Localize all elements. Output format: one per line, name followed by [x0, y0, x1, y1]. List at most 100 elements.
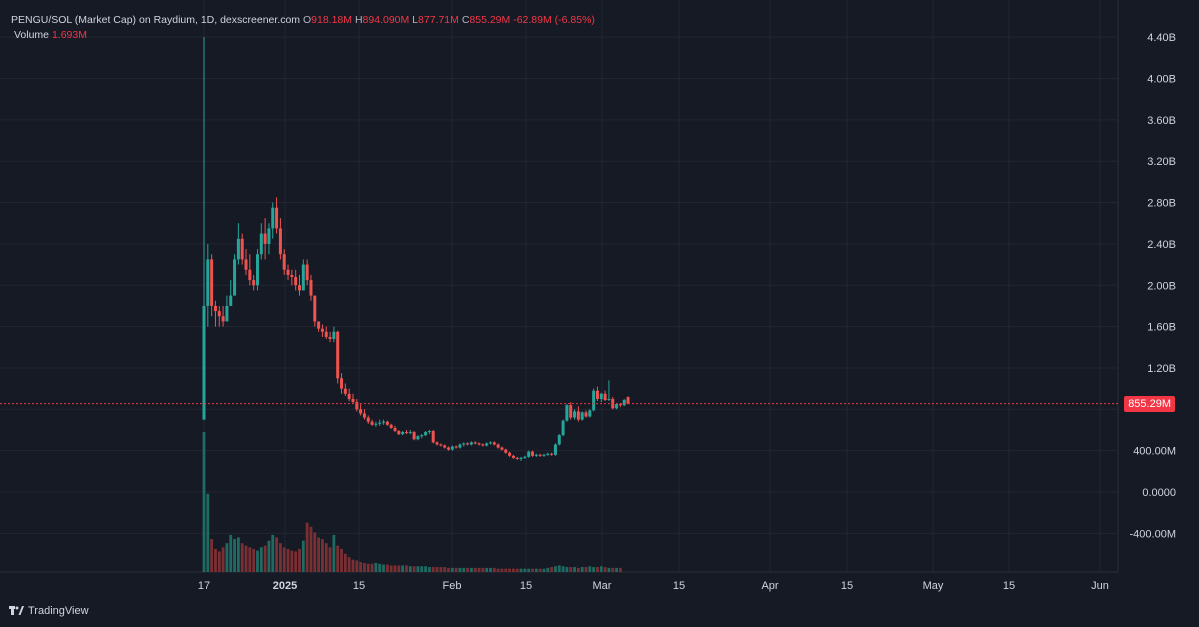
- candle-body: [221, 316, 225, 322]
- volume-bar: [492, 567, 496, 572]
- volume-label: Volume: [14, 29, 50, 41]
- volume-bar: [443, 567, 447, 572]
- volume-bar: [481, 567, 485, 572]
- volume-bar: [515, 568, 519, 572]
- volume-bar: [256, 550, 259, 572]
- candle-body: [557, 435, 561, 445]
- volume-value: 1.693M: [51, 29, 87, 41]
- x-tick-label: 17: [198, 580, 210, 592]
- candle-body: [351, 398, 355, 403]
- candle-body: [290, 274, 294, 277]
- candle-body: [370, 421, 374, 425]
- volume-bar: [332, 534, 336, 572]
- candle-body: [427, 431, 431, 433]
- volume-bar: [374, 562, 378, 572]
- volume-bar: [401, 565, 405, 572]
- candle-body: [580, 412, 584, 420]
- volume-bar: [206, 493, 210, 572]
- tradingview-icon: [9, 606, 24, 615]
- candle-body: [477, 443, 481, 445]
- candle-body: [439, 444, 443, 446]
- candle-body: [313, 295, 317, 322]
- volume-bar: [259, 547, 263, 572]
- volume-bar: [343, 553, 347, 572]
- volume-bar: [477, 567, 481, 572]
- volume-bar: [389, 565, 393, 572]
- volume-bar: [405, 565, 408, 572]
- candle-body: [298, 285, 301, 291]
- grid-lines: [0, 0, 1119, 573]
- candle-body: [332, 331, 336, 340]
- candle-body: [217, 311, 221, 317]
- volume-bar: [592, 567, 596, 572]
- candle-body: [607, 398, 611, 400]
- volume-bar: [584, 567, 588, 572]
- volume-bar: [485, 567, 489, 572]
- volume-bar: [561, 566, 565, 572]
- volume-bar: [240, 543, 244, 572]
- volume-bar: [527, 568, 531, 572]
- candle-body: [542, 454, 546, 456]
- candle-body: [389, 424, 393, 428]
- y-tick-label: 1.20B: [1147, 363, 1176, 375]
- candle-body: [462, 443, 466, 445]
- change-value: -62.89M (-6.85%): [513, 14, 595, 26]
- volume-bar: [550, 567, 554, 572]
- volume-bar: [504, 568, 508, 572]
- candle-body: [454, 446, 458, 448]
- candle-body: [420, 435, 424, 437]
- volume-bar: [271, 534, 275, 572]
- candle-body: [401, 432, 405, 435]
- candle-body: [573, 411, 577, 418]
- volume-bar: [458, 567, 462, 572]
- candle-body: [236, 238, 240, 260]
- volume-bar: [248, 547, 252, 572]
- candle-body: [531, 451, 535, 456]
- tradingview-logo[interactable]: TradingView: [9, 605, 89, 617]
- x-tick-label: 15: [1003, 580, 1015, 592]
- candle-body: [534, 454, 538, 456]
- volume-bar: [538, 568, 542, 572]
- candle-body: [424, 432, 428, 436]
- price-axis[interactable]: 4.40B 4.00B 3.60B 3.20B 2.80B 2.40B 2.00B 1.60B…: [1130, 32, 1176, 540]
- candle-body: [450, 446, 454, 450]
- volume-bar: [554, 566, 557, 572]
- candle-body: [362, 413, 366, 418]
- volume-bar: [217, 551, 221, 572]
- volume-bar: [615, 567, 618, 572]
- symbol-title: PENGU/SOL (Market Cap) on Raydium, 1D, d…: [11, 14, 301, 26]
- volume-bar: [599, 566, 603, 572]
- candle-body: [343, 388, 347, 394]
- candle-body: [324, 331, 328, 337]
- volume-legend: Volume 1.693M: [14, 29, 87, 41]
- volume-bar: [294, 551, 298, 572]
- y-tick-label: 1.60B: [1147, 322, 1176, 334]
- candle-body: [286, 269, 290, 275]
- y-tick-label: 3.60B: [1147, 115, 1176, 127]
- candle-body: [404, 432, 408, 434]
- open-value: 918.18M: [311, 14, 353, 26]
- y-tick-label: 2.40B: [1147, 239, 1176, 251]
- candle-body: [202, 305, 206, 420]
- y-tick-label: 2.80B: [1147, 198, 1176, 210]
- volume-bar: [588, 566, 592, 572]
- volume-bar: [603, 567, 607, 572]
- volume-bar: [489, 567, 492, 572]
- volume-bar: [576, 567, 580, 572]
- candle-body: [466, 443, 470, 445]
- volume-bar: [275, 537, 278, 572]
- volume-bar: [512, 568, 515, 572]
- candle-body: [519, 457, 523, 459]
- candle-body: [515, 457, 519, 459]
- volume-bar: [313, 532, 317, 572]
- volume-bar: [424, 566, 427, 572]
- y-tick-label: 4.40B: [1147, 32, 1176, 44]
- candle-body: [443, 445, 447, 448]
- volume-bar: [301, 540, 305, 572]
- candle-body: [252, 280, 256, 286]
- candle-body: [561, 420, 565, 436]
- volume-bar: [309, 526, 313, 572]
- volume-bar: [397, 565, 401, 572]
- time-axis[interactable]: 17 2025 15 Feb 15 Mar 15 Apr 15 May 15 Jun: [198, 580, 1109, 592]
